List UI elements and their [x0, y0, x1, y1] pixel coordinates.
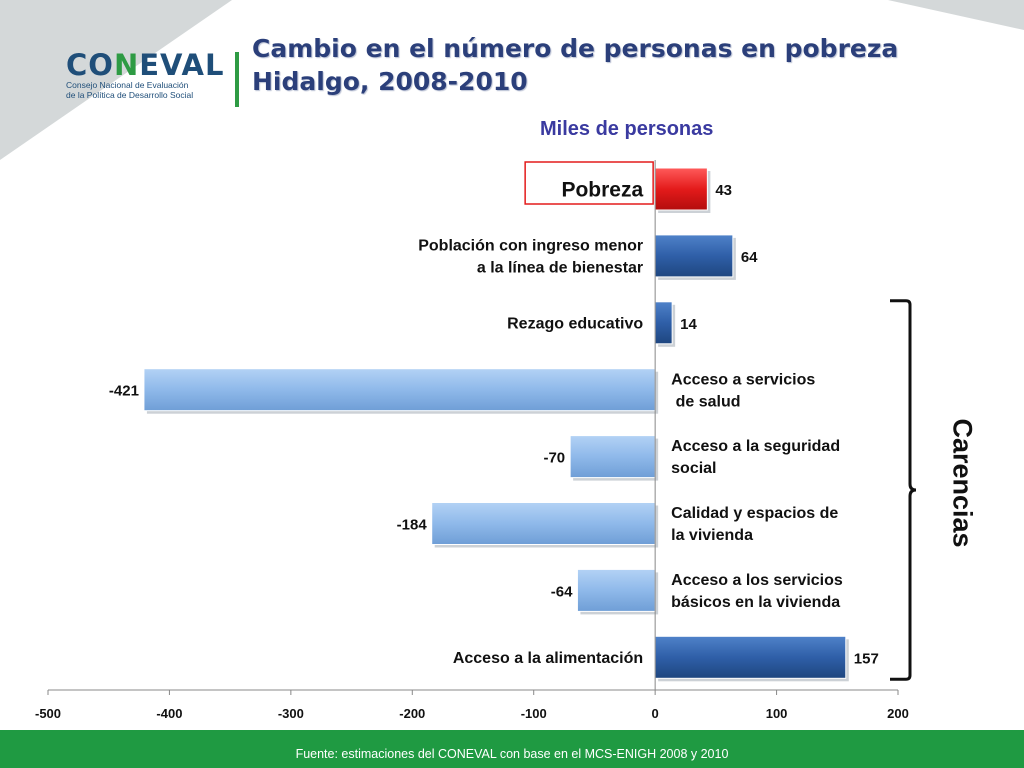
x-tick-label: 100	[766, 706, 788, 721]
bars-layer	[143, 167, 849, 682]
category-label: Acceso a la alimentación	[453, 650, 643, 667]
bar	[654, 635, 847, 679]
bar	[569, 435, 656, 479]
category-label-line: social	[671, 460, 716, 477]
header-divider	[235, 52, 239, 107]
bar	[654, 167, 708, 211]
bar	[431, 502, 656, 545]
category-label-line: Acceso a la seguridad	[671, 438, 840, 455]
category-label-line: Calidad y espacios de	[671, 505, 838, 522]
category-label: Pobreza	[561, 178, 643, 201]
value-label: -421	[109, 383, 139, 400]
category-label-line: a la línea de bienestar	[477, 260, 643, 277]
bar	[143, 368, 656, 412]
footer-bar	[0, 730, 1024, 768]
category-label-line: Población con ingreso menor	[418, 238, 643, 255]
x-axis: -500 -400 -300 -200 -100 0 100 200	[35, 160, 909, 721]
value-label: -64	[551, 583, 573, 600]
title-line2: Hidalgo, 2008-2010	[252, 67, 528, 96]
x-tick-label: -400	[156, 706, 182, 721]
bar	[654, 234, 734, 278]
carencias-bracket	[890, 299, 917, 681]
category-label-line: Acceso a servicios	[671, 371, 815, 388]
labels-layer: 43 Pobreza 64 Población con ingreso menor a …	[109, 161, 879, 667]
carencias-label: Carencias	[947, 418, 978, 548]
category-label-line: la vivienda	[671, 527, 753, 544]
bar	[576, 568, 656, 612]
x-tick-label: -200	[399, 706, 425, 721]
value-label: 64	[741, 249, 758, 266]
x-tick-label: -100	[521, 706, 547, 721]
x-tick-label: 200	[887, 706, 909, 721]
logo-accent-letter: N	[113, 48, 140, 82]
category-label: Rezago educativo	[507, 315, 643, 332]
value-label: 157	[854, 650, 879, 667]
value-label: -70	[543, 450, 565, 467]
category-label-line: Rezago educativo	[507, 315, 643, 332]
highlight-box	[524, 161, 654, 205]
x-tick-label: 0	[652, 706, 659, 721]
category-label-line: básicos en la vivienda	[671, 594, 840, 611]
logo-subtitle-line1: Consejo Nacional de Evaluación	[66, 80, 189, 90]
category-label: Acceso a los servicios básicos en la vivi…	[671, 572, 843, 611]
coneval-logo: CONEVAL Consejo Nacional de Evaluación d…	[66, 50, 226, 110]
category-label: Población con ingreso menor a la línea de…	[418, 238, 643, 277]
bar	[654, 301, 673, 345]
units-label: Miles de personas	[540, 118, 714, 140]
category-label-line: Acceso a la alimentación	[453, 650, 643, 667]
x-tick-label: -300	[278, 706, 304, 721]
title-line1: Cambio en el número de personas en pobre…	[252, 34, 899, 63]
value-label: -184	[397, 517, 428, 534]
category-label: Calidad y espacios de la vivienda	[671, 505, 838, 544]
logo-subtitle-line2: de la Política de Desarrollo Social	[66, 90, 194, 100]
logo-wordmark: CONEVAL	[66, 48, 225, 82]
category-label-line: Pobreza	[561, 178, 643, 201]
category-label-line: Acceso a los servicios	[671, 572, 843, 589]
x-tick-label: -500	[35, 706, 61, 721]
page-title: Cambio en el número de personas en pobre…	[252, 32, 898, 98]
category-label-line: de salud	[671, 393, 740, 410]
category-label: Acceso a la seguridad social	[671, 438, 840, 477]
value-label: 14	[680, 316, 697, 333]
category-label: Acceso a servicios de salud	[671, 371, 815, 410]
value-label: 43	[715, 182, 732, 199]
source-note: Fuente: estimaciones del CONEVAL con bas…	[295, 747, 729, 761]
